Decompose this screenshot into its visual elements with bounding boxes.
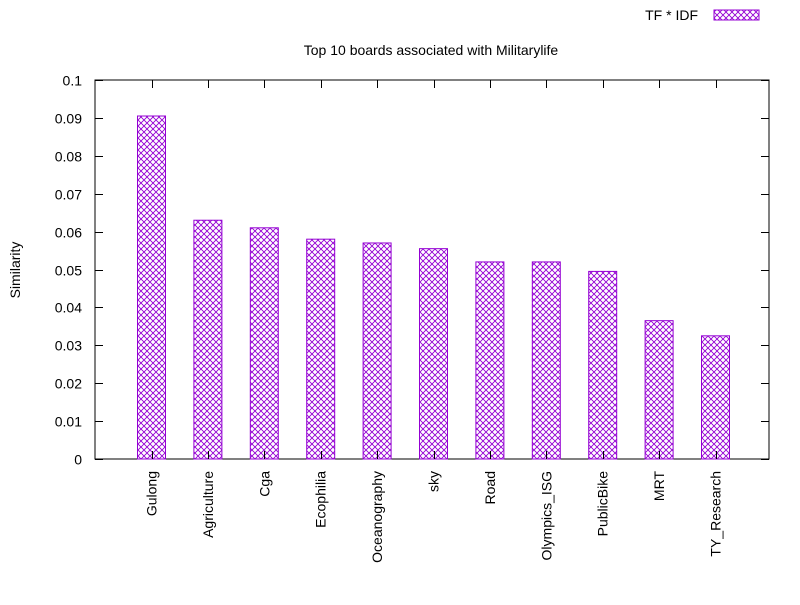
bar-agriculture — [193, 219, 223, 460]
x-tick-label: TY_Research — [708, 471, 724, 557]
bar-publicbike — [588, 270, 618, 460]
bar-sky — [419, 248, 448, 460]
bar-oceanography — [362, 242, 392, 460]
x-tick-label: sky — [426, 471, 442, 492]
x-tick-label: Agriculture — [200, 471, 216, 538]
y-tick-label: 0.09 — [55, 111, 82, 127]
y-tick-label: 0.03 — [55, 338, 82, 354]
y-tick-label: 0.1 — [63, 73, 83, 89]
y-tick-label: 0 — [74, 452, 82, 468]
bar-cga — [249, 227, 279, 460]
bar-olympics_isg — [531, 261, 561, 460]
y-tick-label: 0.06 — [55, 225, 82, 241]
y-tick-label: 0.05 — [55, 263, 82, 279]
legend-swatch — [713, 9, 760, 21]
x-tick-label: Olympics_ISG — [538, 471, 554, 560]
y-tick-label: 0.02 — [55, 376, 82, 392]
y-tick-label: 0.08 — [55, 149, 82, 165]
bar-ty_research — [701, 335, 730, 460]
y-axis-label: Similarity — [7, 242, 23, 299]
y-axis-ticks: 0 0.01 0.02 0.03 0.04 0.05 0.06 0.07 0.08 0.09 0.1 — [55, 73, 769, 468]
x-tick-label: Gulong — [144, 471, 160, 516]
x-tick-label: Cga — [256, 471, 272, 497]
y-tick-label: 0.04 — [55, 300, 82, 316]
legend: TF * IDF — [645, 7, 760, 23]
x-axis-ticks: Gulong Agriculture Cga Ecophilia Oceanograph… — [144, 80, 724, 563]
bar-road — [475, 261, 505, 460]
chart-title: Top 10 boards associated with Militaryli… — [304, 42, 559, 58]
y-tick-label: 0.07 — [55, 187, 82, 203]
y-tick-label: 0.01 — [55, 414, 82, 430]
bar-ecophilia — [306, 238, 336, 460]
x-tick-label: Oceanography — [369, 471, 385, 563]
legend-label: TF * IDF — [645, 7, 698, 23]
bar-mrt — [644, 320, 674, 460]
bar-gulong — [137, 115, 166, 460]
x-tick-label: MRT — [651, 471, 667, 502]
x-tick-label: Ecophilia — [313, 471, 329, 528]
x-tick-label: PublicBike — [595, 471, 611, 537]
bars — [137, 115, 730, 460]
x-tick-label: Road — [482, 471, 498, 504]
